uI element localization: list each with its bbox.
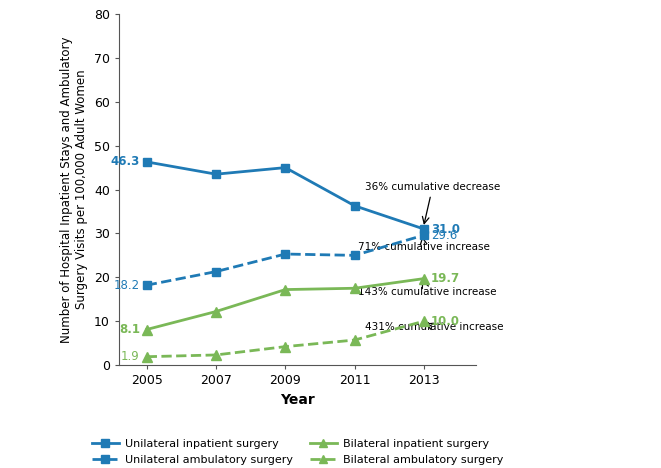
Y-axis label: Number of Hospital Inpatient Stays and Ambulatory
Surgery Visits per 100,000 Adu: Number of Hospital Inpatient Stays and A… — [60, 37, 89, 343]
Text: 31.0: 31.0 — [431, 222, 460, 235]
X-axis label: Year: Year — [280, 393, 315, 407]
Legend: Unilateral inpatient surgery, Unilateral ambulatory surgery, Bilateral inpatient: Unilateral inpatient surgery, Unilateral… — [87, 434, 508, 468]
Text: 8.1: 8.1 — [119, 323, 139, 336]
Text: 431% cumulative increase: 431% cumulative increase — [365, 322, 504, 332]
Text: 46.3: 46.3 — [110, 155, 139, 168]
Text: 18.2: 18.2 — [114, 278, 139, 292]
Text: 36% cumulative decrease: 36% cumulative decrease — [365, 182, 500, 224]
Text: 10.0: 10.0 — [431, 314, 460, 328]
Text: 19.7: 19.7 — [431, 272, 460, 285]
Text: 29.6: 29.6 — [431, 229, 457, 241]
Text: 71% cumulative increase: 71% cumulative increase — [358, 238, 490, 252]
Text: 143% cumulative increase: 143% cumulative increase — [358, 281, 496, 297]
Text: 1.9: 1.9 — [121, 350, 139, 363]
